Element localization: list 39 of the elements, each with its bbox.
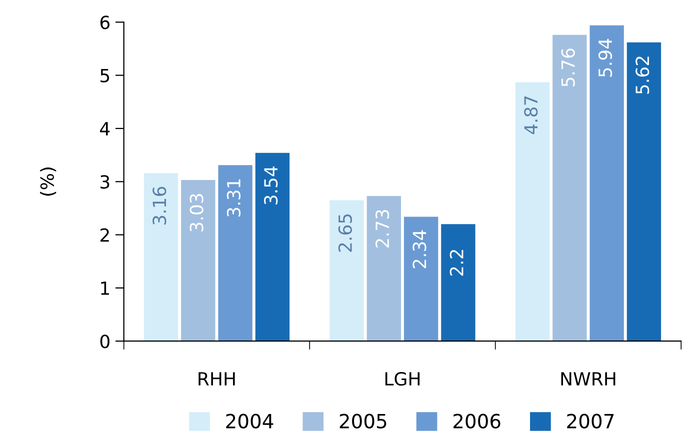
bar — [515, 82, 550, 342]
legend-label: 2007 — [567, 414, 614, 428]
x-tick-label: RHH — [198, 372, 235, 386]
y-tick-label: 4 — [100, 122, 110, 136]
bar — [144, 173, 178, 342]
bar — [552, 34, 587, 342]
data-label: 3.16 — [152, 186, 166, 225]
bar — [255, 152, 290, 342]
data-label: 3.54 — [264, 166, 278, 204]
bar — [441, 224, 476, 342]
y-tick-label: 0 — [100, 334, 110, 348]
y-tick-label: 3 — [100, 175, 110, 189]
legend-label: 2006 — [453, 414, 500, 428]
legend-label: 2004 — [226, 414, 274, 428]
bar — [218, 165, 252, 342]
legend-label: 2005 — [340, 414, 386, 428]
x-tick-label: NWRH — [561, 372, 616, 386]
data-label: 3.31 — [226, 179, 241, 217]
x-tick-label: LGH — [385, 372, 420, 386]
data-label: 5.62 — [636, 56, 650, 94]
bar — [404, 216, 438, 342]
y-tick-label: 6 — [100, 16, 110, 30]
y-tick-label: 2 — [100, 228, 109, 242]
bar — [181, 180, 216, 342]
y-axis-title: (%) — [40, 168, 56, 196]
data-label: 2.73 — [375, 210, 390, 248]
data-label: 5.76 — [561, 48, 575, 86]
data-label: 2.34 — [412, 230, 426, 268]
data-label: 2.65 — [338, 214, 352, 252]
bar — [626, 42, 662, 342]
y-tick-label: 1 — [101, 282, 109, 295]
data-label: 4.87 — [524, 96, 538, 134]
data-label: 2.2 — [450, 250, 464, 276]
data-label: 3.03 — [190, 194, 204, 232]
data-label: 5.94 — [598, 38, 612, 77]
y-tick-label: 5 — [100, 69, 110, 82]
bar — [366, 196, 401, 342]
bar — [330, 200, 364, 342]
bar — [590, 25, 624, 342]
